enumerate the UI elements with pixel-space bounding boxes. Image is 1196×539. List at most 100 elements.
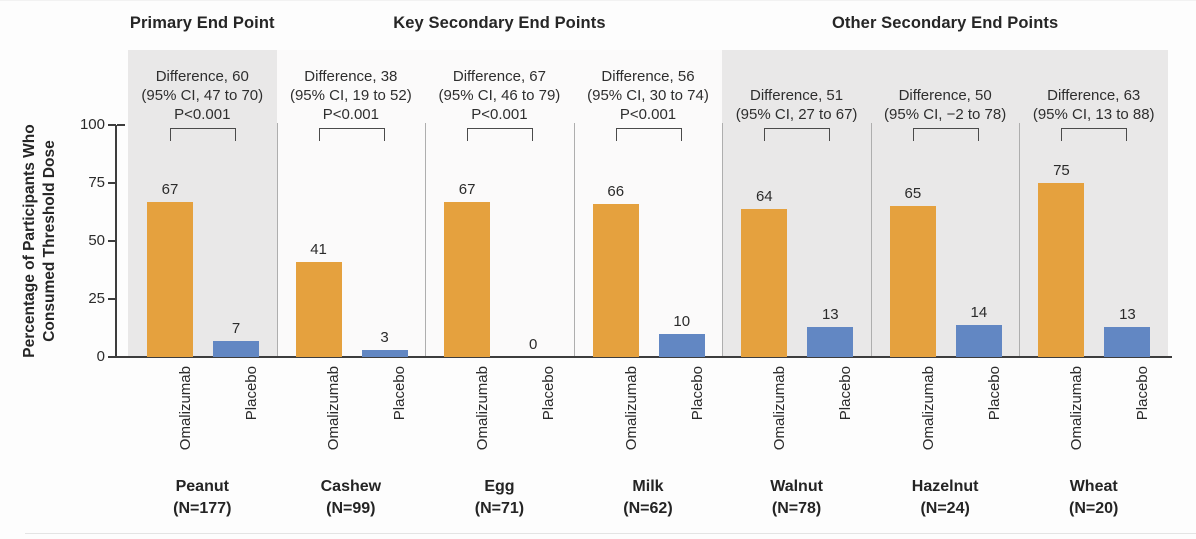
ci-bracket: [1061, 128, 1128, 141]
food-n: (N=24): [920, 500, 970, 517]
panel-divider: [276, 123, 278, 356]
p-value: P<0.001: [619, 106, 677, 123]
section-background: [276, 50, 723, 356]
series-label-placebo: Placebo: [985, 366, 1003, 421]
series-label-placebo: Placebo: [1134, 366, 1152, 421]
series-label-omalizumab: Omalizumab: [1068, 366, 1086, 451]
difference-annotation: Difference, 63 (95% CI, 13 to 88): [1020, 86, 1167, 124]
food-name: Milk: [632, 478, 664, 495]
food-name: Egg: [484, 478, 515, 495]
bar-placebo: [658, 333, 705, 357]
y-tick-label: 0: [96, 348, 105, 365]
series-label-placebo: Placebo: [540, 366, 558, 421]
difference-annotation: Difference, 60 (95% CI, 47 to 70) P<0.001: [129, 67, 276, 124]
difference-annotation: Difference, 51 (95% CI, 27 to 67): [723, 86, 870, 124]
series-label-placebo: Placebo: [391, 366, 409, 421]
bar-omalizumab: [592, 203, 639, 357]
food-n: (N=62): [623, 500, 673, 517]
y-axis-line: [115, 125, 117, 358]
difference-value: Difference, 50: [898, 87, 992, 104]
bar-omalizumab: [741, 208, 788, 357]
series-label-omalizumab: Omalizumab: [919, 366, 937, 451]
bar-value-label: 14: [970, 303, 988, 321]
food-n: (N=99): [326, 500, 376, 517]
series-label-omalizumab: Omalizumab: [771, 366, 789, 451]
y-tick: [108, 356, 116, 358]
food-n: (N=78): [771, 500, 822, 517]
bar-value-label: 66: [607, 182, 625, 200]
y-tick-label: 25: [88, 290, 105, 307]
food-name: Cashew: [320, 478, 382, 495]
y-axis-top-cap: [117, 124, 125, 126]
difference-annotation: Difference, 56 (95% CI, 30 to 74) P<0.001: [575, 67, 722, 124]
bar-omalizumab: [1038, 183, 1085, 357]
p-value: P<0.001: [174, 106, 231, 123]
bar-omalizumab: [295, 261, 342, 357]
series-label-omalizumab: Omalizumab: [177, 366, 194, 451]
food-n: (N=177): [173, 500, 232, 517]
series-label-omalizumab: Omalizumab: [474, 366, 492, 451]
confidence-interval: (95% CI, −2 to 78): [884, 106, 1007, 123]
bar-value-label: 13: [1119, 305, 1136, 323]
ci-bracket: [170, 128, 236, 141]
y-tick: [108, 124, 116, 126]
bar-value-label: 0: [528, 336, 538, 353]
panel-divider: [425, 123, 427, 356]
food-n: (N=20): [1069, 500, 1119, 517]
bar-omalizumab: [889, 206, 936, 357]
section-shading: [722, 50, 1168, 356]
food-label: Milk (N=62): [574, 476, 723, 520]
series-label-omalizumab: Omalizumab: [622, 366, 640, 451]
bar-value-label: 64: [755, 187, 773, 205]
y-tick: [108, 182, 116, 184]
bar-value-label: 13: [821, 305, 839, 323]
bar-placebo: [955, 324, 1002, 357]
bar-value-label: 65: [904, 185, 922, 203]
top-rule: [0, 0, 1196, 1]
bar-value-label: 7: [231, 319, 241, 337]
ci-bracket: [318, 128, 385, 141]
series-label-placebo: Placebo: [688, 366, 706, 421]
y-axis-label-line2: Consumed Threshold Dose: [41, 140, 58, 342]
food-label: Hazelnut (N=24): [871, 476, 1020, 520]
food-name: Wheat: [1069, 478, 1118, 495]
food-label: Wheat (N=20): [1019, 476, 1168, 520]
panel-divider: [573, 123, 575, 356]
confidence-interval: (95% CI, 27 to 67): [735, 106, 858, 123]
bar-value-label: 41: [310, 240, 327, 258]
bar-value-label: 75: [1053, 162, 1070, 179]
y-axis-label-line1: Percentage of Participants Who: [21, 124, 38, 358]
y-tick-label: 75: [88, 174, 105, 191]
bar-value-label: 67: [161, 180, 179, 198]
food-label: Egg (N=71): [425, 476, 574, 520]
panel-divider: [722, 123, 724, 356]
p-value: P<0.001: [322, 106, 379, 123]
difference-value: Difference, 38: [304, 68, 398, 85]
section-header: Key Secondary End Points: [393, 14, 606, 32]
bar-placebo: [361, 350, 408, 357]
bar-omalizumab: [444, 201, 491, 357]
series-label-placebo: Placebo: [243, 366, 260, 421]
food-label: Peanut (N=177): [128, 476, 277, 520]
bar-value-label: 67: [458, 180, 476, 198]
confidence-interval: (95% CI, 47 to 70): [141, 87, 264, 104]
bottom-rule: [25, 533, 1196, 534]
bar-value-label: 3: [380, 329, 389, 347]
x-axis-line: [115, 356, 1172, 358]
bar-placebo: [807, 326, 854, 357]
series-label-placebo: Placebo: [837, 366, 855, 421]
difference-value: Difference, 60: [155, 68, 249, 85]
food-label: Cashew (N=99): [277, 476, 426, 520]
section-header: Primary End Point: [129, 14, 275, 32]
confidence-interval: (95% CI, 19 to 52): [289, 87, 412, 104]
bar-placebo: [213, 340, 259, 357]
p-value: P<0.001: [471, 106, 528, 123]
section-header: Other Secondary End Points: [831, 14, 1059, 32]
y-axis-label: Percentage of Participants Who Consumed …: [20, 82, 60, 400]
y-tick-label: 100: [79, 116, 105, 133]
difference-value: Difference, 67: [452, 68, 546, 85]
food-label: Walnut (N=78): [722, 476, 871, 520]
confidence-interval: (95% CI, 13 to 88): [1032, 106, 1155, 123]
bar-value-label: 10: [673, 312, 691, 330]
